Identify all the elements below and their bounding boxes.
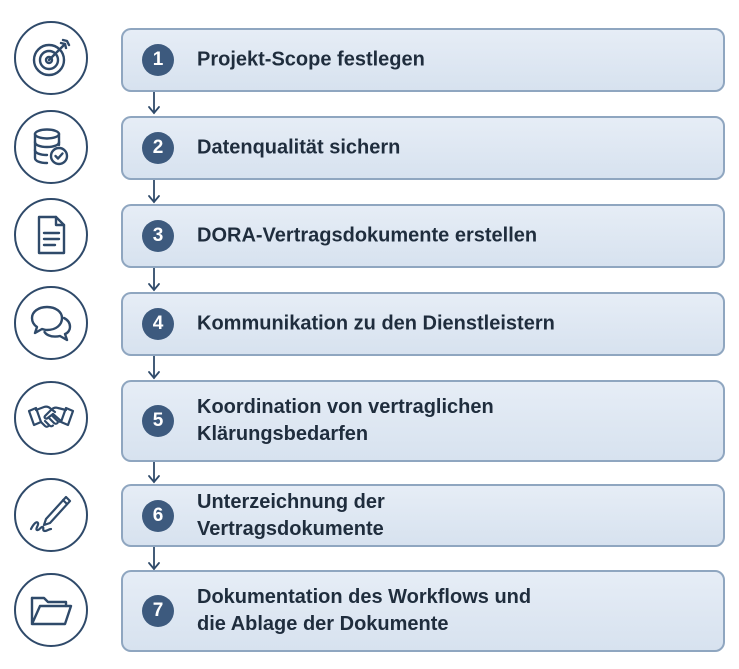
step-3-number: 3	[142, 220, 174, 252]
step-7-label: Dokumentation des Workflows und die Abla…	[197, 586, 532, 635]
step-5-number: 5	[142, 405, 174, 437]
connector-arrow-2	[147, 180, 161, 204]
step-1-box: 1 Projekt-Scope festlegen	[121, 28, 725, 92]
step-2-box: 2 Datenqualität sichern	[121, 116, 725, 180]
step-1-number: 1	[142, 44, 174, 76]
connector-arrow-4	[147, 356, 161, 380]
step-3-label: DORA-Vertragsdokumente erstellen	[197, 224, 538, 247]
step-5-box: 5 Koordination von vertraglichen Klärung…	[121, 380, 725, 462]
connector-arrow-1	[147, 92, 161, 115]
speech-bubbles-icon	[14, 286, 88, 360]
step-2-number: 2	[142, 132, 174, 164]
step-6-number: 6	[142, 499, 174, 532]
database-check-icon	[14, 110, 88, 184]
step-3-box: 3 DORA-Vertragsdokumente erstellen	[121, 204, 725, 268]
target-icon	[14, 21, 88, 95]
step-7-number: 7	[142, 595, 174, 627]
step-4-number: 4	[142, 308, 174, 340]
step-5-label: Koordination von vertraglichen Klärungsb…	[197, 396, 494, 445]
step-4-box: 4 Kommunikation zu den Dienstleistern	[121, 292, 725, 356]
connector-arrow-5	[147, 462, 161, 484]
step-2-label: Datenqualität sichern	[197, 136, 401, 159]
step-7-box: 7 Dokumentation des Workflows und die Ab…	[121, 570, 725, 652]
step-6-box: 6 Unterzeichnung der Vertragsdokumente	[121, 484, 725, 547]
connector-arrow-6	[147, 547, 161, 571]
handshake-icon	[14, 381, 88, 455]
pen-signature-icon	[14, 478, 88, 552]
step-4-label: Kommunikation zu den Dienstleistern	[197, 312, 555, 335]
folder-icon	[14, 573, 88, 647]
connector-arrow-3	[147, 268, 161, 292]
document-icon	[14, 198, 88, 272]
step-6-label: Unterzeichnung der Vertragsdokumente	[197, 490, 385, 540]
step-1-label: Projekt-Scope festlegen	[197, 48, 425, 71]
